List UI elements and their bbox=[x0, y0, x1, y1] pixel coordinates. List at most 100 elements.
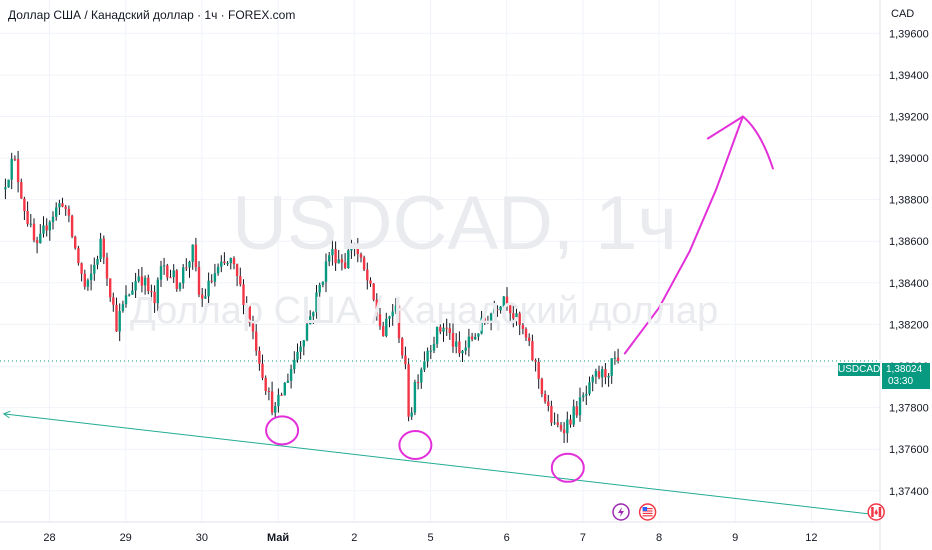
candle bbox=[366, 262, 369, 290]
candle-body bbox=[4, 187, 7, 190]
candle bbox=[556, 413, 559, 428]
candle bbox=[505, 287, 509, 311]
candle bbox=[375, 293, 378, 321]
candle-body bbox=[435, 326, 439, 344]
candle bbox=[264, 375, 267, 395]
candle bbox=[280, 392, 283, 396]
price-tick-label: 1,37600 bbox=[889, 444, 929, 456]
candle bbox=[156, 277, 159, 312]
chart-title[interactable]: Доллар США / Канадский доллар · 1ч · FOR… bbox=[8, 8, 296, 22]
candle bbox=[432, 336, 436, 354]
candle-body bbox=[458, 341, 461, 354]
candle-body bbox=[128, 294, 131, 296]
last-price-symbol: USDCAD bbox=[838, 363, 881, 376]
candle-body bbox=[32, 223, 36, 241]
candle-body bbox=[496, 309, 499, 311]
candle bbox=[597, 365, 601, 380]
candle-body bbox=[362, 257, 366, 270]
candle bbox=[67, 205, 71, 223]
candle-body bbox=[610, 358, 613, 376]
time-axis: 28 29 30 Май 2 5 6 7 8 9 12 bbox=[43, 532, 817, 544]
candle-body bbox=[93, 264, 96, 274]
candle bbox=[169, 269, 172, 279]
projection-arrowhead bbox=[706, 115, 774, 170]
candle bbox=[493, 300, 496, 314]
candle bbox=[172, 264, 175, 283]
candle-body bbox=[194, 244, 198, 268]
candle bbox=[109, 278, 112, 302]
maple-leaf bbox=[874, 509, 878, 515]
candle-body bbox=[296, 351, 299, 360]
candle bbox=[302, 339, 305, 356]
candle bbox=[255, 324, 258, 356]
candle bbox=[197, 261, 201, 298]
canada-flag-event-icon[interactable] bbox=[867, 503, 885, 521]
candle-body bbox=[147, 277, 150, 292]
candle-body bbox=[143, 277, 147, 286]
price-tick-label: 1,38400 bbox=[889, 278, 929, 290]
candle-body bbox=[121, 304, 125, 311]
candle-body bbox=[480, 317, 483, 334]
candle-body bbox=[524, 329, 528, 338]
candle-body bbox=[242, 284, 245, 305]
candle bbox=[99, 232, 102, 262]
candle-body bbox=[474, 336, 477, 340]
candle bbox=[534, 358, 537, 372]
time-tick-label: 5 bbox=[427, 532, 433, 544]
price-tick-label: 1,38200 bbox=[889, 319, 929, 331]
candle bbox=[147, 274, 150, 295]
candle-body bbox=[239, 276, 242, 285]
candle bbox=[531, 334, 534, 361]
candle-body bbox=[280, 394, 283, 396]
candle bbox=[270, 381, 274, 416]
last-price-box: 1,38024 03:30 bbox=[882, 363, 930, 389]
candle-body bbox=[448, 328, 451, 333]
candle-body bbox=[439, 326, 442, 332]
axis-currency-label[interactable]: CAD bbox=[891, 8, 915, 20]
candle-body bbox=[51, 216, 55, 223]
candle-body bbox=[572, 406, 575, 425]
candle-body bbox=[359, 254, 363, 258]
candle bbox=[550, 400, 553, 426]
candle bbox=[283, 382, 286, 396]
candle bbox=[182, 264, 185, 289]
candle-body bbox=[537, 362, 540, 379]
price-tick-label: 1,39000 bbox=[889, 153, 929, 165]
candle-body bbox=[321, 281, 325, 285]
candle bbox=[347, 240, 350, 269]
candle bbox=[486, 315, 490, 324]
time-tick-label: 7 bbox=[580, 532, 586, 544]
candle bbox=[547, 395, 550, 412]
candle-body bbox=[578, 397, 582, 416]
candle bbox=[42, 216, 45, 238]
candle-body bbox=[397, 305, 401, 339]
lightning-event-icon[interactable] bbox=[612, 503, 630, 521]
candle bbox=[261, 354, 264, 381]
candle bbox=[572, 399, 575, 427]
candle-body bbox=[518, 313, 521, 325]
candle bbox=[13, 155, 17, 162]
candle-body bbox=[191, 244, 194, 262]
candle-body bbox=[23, 198, 26, 212]
candle-body bbox=[337, 259, 340, 264]
projection-arrow bbox=[623, 115, 744, 355]
candle-body bbox=[531, 341, 534, 361]
us-flag-event-icon[interactable] bbox=[638, 503, 657, 521]
us-flag-stripe bbox=[642, 510, 653, 512]
bar-countdown: 03:30 bbox=[888, 376, 914, 387]
candle bbox=[521, 315, 525, 335]
time-tick-label: 8 bbox=[656, 532, 662, 544]
candle-body bbox=[197, 267, 201, 295]
candle bbox=[16, 150, 20, 193]
candle-body bbox=[534, 360, 537, 362]
candle-body bbox=[55, 207, 58, 217]
candle-body bbox=[582, 395, 585, 398]
candle-body bbox=[7, 179, 10, 188]
candle bbox=[435, 326, 439, 348]
candle-body bbox=[178, 283, 182, 289]
candle-body bbox=[499, 306, 502, 311]
candle-body bbox=[169, 277, 172, 279]
candle bbox=[143, 275, 147, 295]
